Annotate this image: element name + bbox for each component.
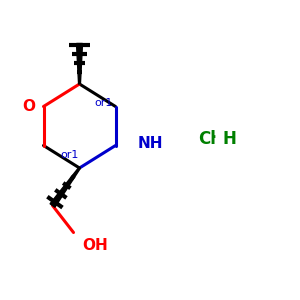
Text: Cl: Cl (198, 130, 216, 148)
Text: O: O (22, 99, 35, 114)
Polygon shape (76, 44, 82, 84)
Polygon shape (50, 167, 80, 207)
Text: H: H (222, 130, 236, 148)
Text: ·: · (211, 128, 218, 148)
Text: or1: or1 (60, 149, 78, 160)
Text: or1: or1 (94, 98, 113, 109)
Text: NH: NH (138, 136, 164, 152)
Text: OH: OH (82, 238, 108, 253)
